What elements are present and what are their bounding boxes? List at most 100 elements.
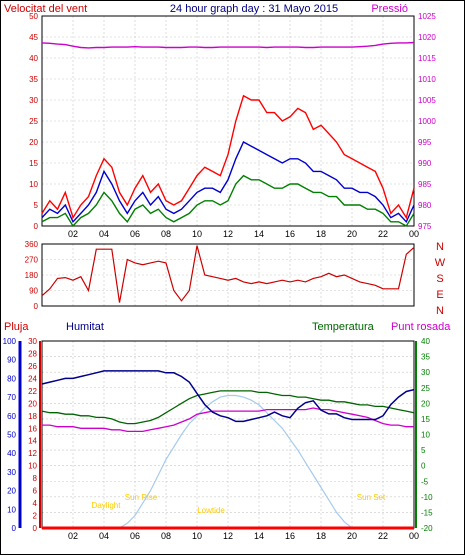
x-tick-label: 08: [161, 531, 171, 541]
temperature-axis-tick: 35: [421, 353, 430, 362]
compass-label: N: [436, 241, 444, 253]
wind-axis-tick: 10: [29, 180, 38, 189]
direction-axis-tick: 270: [25, 256, 39, 265]
rain-axis-tick: 12: [28, 449, 37, 458]
temperature-humidity-panel: 0102030405060708090100024681012141618202…: [3, 337, 433, 541]
x-tick-label: 02: [68, 531, 78, 541]
direction-axis-tick: 0: [34, 302, 39, 311]
wind-axis-tick: 30: [29, 96, 38, 105]
humidity-line: [41, 370, 415, 423]
wind-plot-frame: [41, 15, 415, 227]
sun-annotation: Daylight: [92, 501, 122, 510]
temperature-axis-tick: 0: [421, 462, 426, 471]
rain-axis-tick: 14: [28, 437, 37, 446]
x-tick-label: 20: [347, 531, 357, 541]
rain-axis-tick: 28: [28, 349, 37, 358]
wind-axis-tick: 0: [34, 222, 39, 231]
rain-axis-tick: 16: [28, 424, 37, 433]
temperature-axis-tick: 20: [421, 399, 430, 408]
wind-axis-tick: 15: [29, 159, 38, 168]
wind-axis-tick: 5: [34, 201, 39, 210]
temperature-axis-tick: -5: [421, 477, 429, 486]
humidity-axis-tick: 0: [12, 524, 17, 533]
temperature-label: Temperatura: [312, 321, 375, 333]
rain-label: Pluja: [4, 321, 29, 333]
compass-label: N: [436, 305, 444, 317]
pressure-axis-tick: 1020: [418, 33, 436, 42]
pressure-axis-tick: 1010: [418, 75, 436, 84]
pressure-axis-tick: 1025: [418, 12, 436, 21]
x-tick-label: 16: [285, 229, 295, 239]
temperature-axis-tick: 5: [421, 446, 426, 455]
temperature-axis-tick: -10: [421, 493, 433, 502]
direction-plot-frame: [41, 243, 415, 307]
compass-label: W: [435, 257, 446, 269]
direction-axis-tick: 360: [25, 240, 39, 249]
dewpoint-label: Punt rosada: [391, 321, 451, 333]
humidity-axis-tick: 90: [7, 356, 16, 365]
wind-gust-line: [41, 94, 415, 220]
rain-axis-tick: 2: [33, 512, 38, 521]
wind-direction-line: [41, 245, 415, 303]
x-tick-label: 08: [161, 229, 171, 239]
humidity-axis-tick: 60: [7, 412, 16, 421]
rain-axis-tick: 18: [28, 412, 37, 421]
humidity-axis-tick: 50: [7, 431, 16, 440]
x-tick-label: 16: [285, 531, 295, 541]
pressure-axis-tick: 990: [418, 159, 432, 168]
x-tick-label: 22: [378, 531, 388, 541]
x-tick-label: 02: [68, 229, 78, 239]
wind-average-line: [41, 141, 415, 224]
wind-axis-tick: 25: [29, 117, 38, 126]
humidity-axis-tick: 70: [7, 393, 16, 402]
pressure-axis-tick: 980: [418, 201, 432, 210]
pressure-axis-tick: 985: [418, 180, 432, 189]
x-tick-label: 04: [99, 229, 109, 239]
compass-label: S: [436, 273, 443, 285]
temperature-axis-tick: 15: [421, 415, 430, 424]
pressure-line: [41, 41, 415, 49]
pressure-axis-tick: 975: [418, 222, 432, 231]
wind-low-line: [41, 174, 415, 228]
temperature-axis-tick: -20: [421, 524, 433, 533]
humidity-axis-tick: 30: [7, 468, 16, 477]
wind-axis-tick: 50: [29, 12, 38, 21]
x-tick-label: 22: [378, 229, 388, 239]
pressure-axis-tick: 1000: [418, 117, 436, 126]
humidity-axis-tick: 40: [7, 449, 16, 458]
wind-axis-tick: 20: [29, 138, 38, 147]
x-tick-label: 20: [347, 229, 357, 239]
rain-axis-tick: 24: [28, 374, 37, 383]
x-tick-label: 10: [192, 531, 202, 541]
rain-axis-tick: 0: [33, 524, 38, 533]
humidity-axis-tick: 100: [3, 337, 17, 346]
x-tick-label: 18: [316, 229, 326, 239]
wind-axis-tick: 40: [29, 54, 38, 63]
pressure-axis-tick: 1005: [418, 96, 436, 105]
rain-axis-tick: 30: [28, 337, 37, 346]
humidity-axis-tick: 20: [7, 487, 16, 496]
temperature-axis-tick: 40: [421, 337, 430, 346]
compass-label: E: [436, 289, 443, 301]
temperature-axis-tick: 10: [421, 431, 430, 440]
humidity-axis-tick: 10: [7, 505, 16, 514]
header-pressure-label: Pressió: [371, 3, 408, 15]
temperature-axis-tick: 25: [421, 384, 430, 393]
direction-axis-tick: 180: [25, 271, 39, 280]
header-title: 24 hour graph day : 31 Mayo 2015: [170, 3, 338, 15]
rain-axis-tick: 6: [33, 487, 38, 496]
sun-annotation: Sun Set: [357, 493, 386, 502]
temperature-axis-tick: 30: [421, 368, 430, 377]
temperature-axis-tick: -15: [421, 508, 433, 517]
wind-axis-tick: 35: [29, 75, 38, 84]
rain-axis-tick: 22: [28, 387, 37, 396]
rain-axis-tick: 4: [33, 499, 38, 508]
x-tick-label: 04: [99, 531, 109, 541]
x-tick-label: 06: [130, 229, 140, 239]
dewpoint-line: [42, 407, 414, 433]
x-tick-label: 00: [409, 229, 419, 239]
pressure-axis-tick: 995: [418, 138, 432, 147]
sun-annotation: Sun Rise: [125, 493, 158, 502]
